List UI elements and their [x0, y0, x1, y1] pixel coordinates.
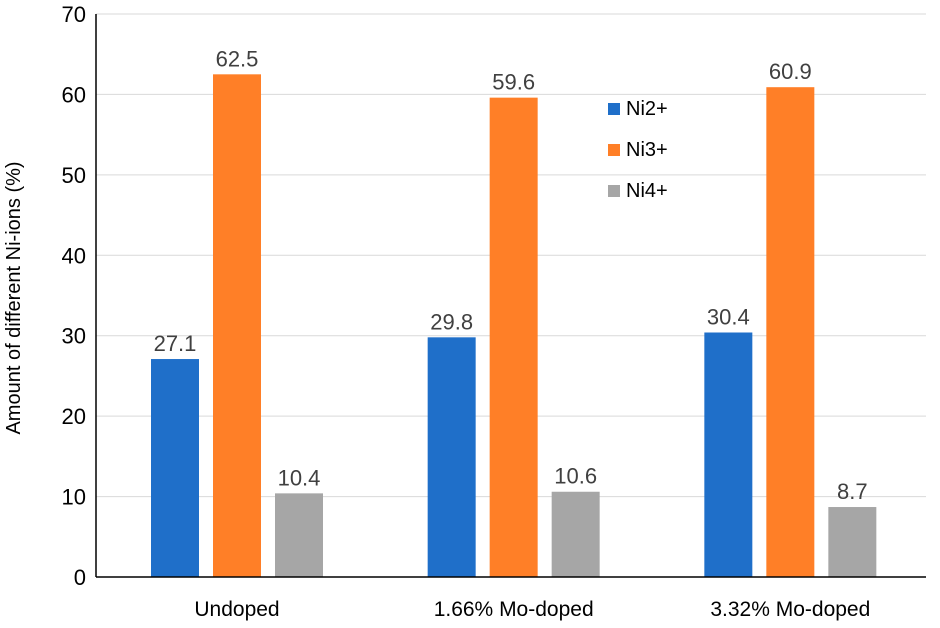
y-tick-label: 60	[62, 82, 86, 107]
data-label: 8.7	[837, 479, 868, 504]
bar-Ni3-2	[489, 97, 538, 577]
data-label: 62.5	[216, 46, 259, 71]
bar-Ni2-2	[427, 337, 476, 577]
y-tick-label: 40	[62, 243, 86, 268]
y-tick-label: 50	[62, 163, 86, 188]
bars	[151, 74, 877, 578]
data-labels: 27.1 62.5 10.4 29.8 59.6 10.6 30.4 60.9 8.7	[154, 46, 868, 504]
data-label: 10.4	[278, 465, 321, 490]
legend-label: Ni4+	[626, 180, 668, 202]
data-label: 30.4	[707, 304, 750, 329]
legend: Ni2+ Ni3+ Ni4+	[608, 98, 668, 202]
legend-swatch	[608, 185, 620, 197]
bar-Ni4-1	[275, 493, 323, 577]
bar-Ni3-1	[213, 74, 261, 578]
legend-swatch	[608, 144, 620, 156]
y-axis-title: Amount of different Ni-ions (%)	[3, 161, 25, 434]
data-label: 59.6	[492, 70, 535, 95]
y-tick-label: 20	[62, 404, 86, 429]
y-tick-label: 30	[62, 324, 86, 349]
legend-label: Ni3+	[626, 139, 668, 161]
data-label: 60.9	[769, 59, 812, 84]
data-label: 10.6	[554, 464, 597, 489]
axes	[95, 14, 926, 578]
bar-Ni2-1	[151, 359, 199, 577]
y-tick-label: 70	[62, 2, 86, 27]
legend-swatch	[608, 103, 620, 115]
bar-Ni3-3	[766, 87, 815, 577]
data-label: 27.1	[154, 331, 197, 356]
legend-label: Ni2+	[626, 98, 668, 120]
x-category-label: 3.32% Mo-doped	[710, 598, 870, 621]
bar-Ni4-3	[828, 507, 877, 577]
y-tick-label: 10	[62, 485, 86, 510]
x-category-label: 1.66% Mo-doped	[434, 598, 594, 621]
bar-Ni2-3	[704, 332, 753, 577]
y-tick-labels: 0 10 20 30 40 50 60 70	[62, 2, 86, 590]
y-tick-label: 0	[74, 565, 86, 590]
bar-Ni4-2	[551, 491, 600, 577]
x-category-label: Undoped	[194, 598, 279, 621]
x-category-labels: Undoped 1.66% Mo-doped 3.32% Mo-doped	[194, 598, 870, 621]
data-label: 29.8	[430, 309, 473, 334]
